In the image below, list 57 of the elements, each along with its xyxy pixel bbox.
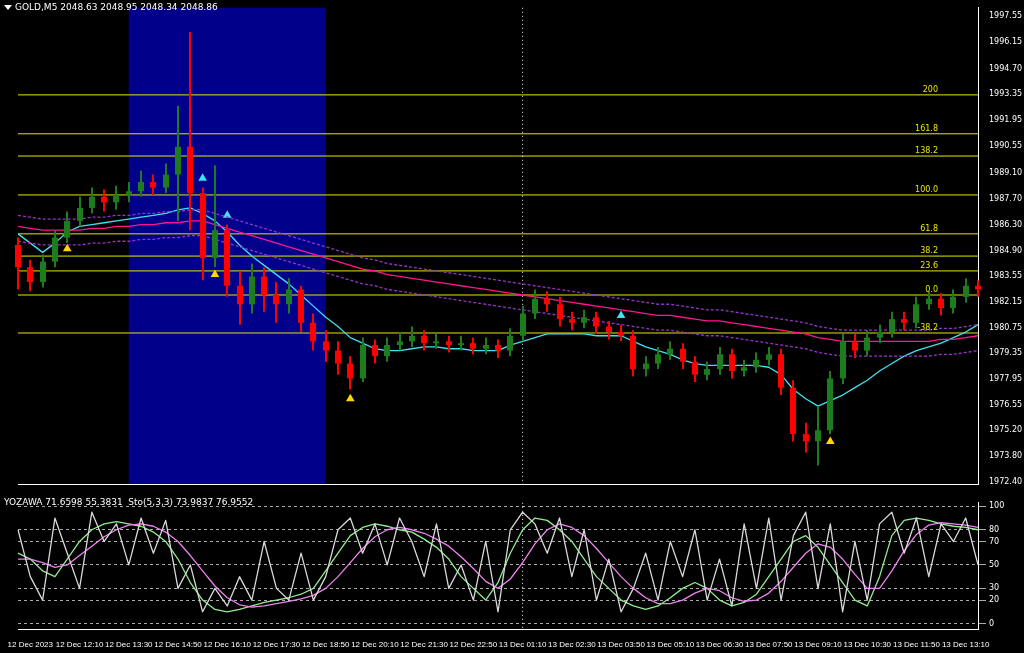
x-tick-label: 13 Dec 10:30 [843, 640, 892, 650]
y-tick-label: 30 [989, 583, 1000, 593]
chart-title: YOZAWA 71.6598 55.3831 Sto(5,3,3) 73.9837 76.9552 [4, 497, 254, 507]
y-tick-label: 1984.90 [989, 245, 1023, 255]
y-tick-label: 1977.95 [989, 374, 1023, 384]
annotation: 100.0 [915, 184, 938, 194]
x-tick-label: 13 Dec 07:50 [744, 640, 794, 650]
y-tick-label: 1982.15 [989, 296, 1023, 306]
x-tick-label: 13 Dec 13:10 [941, 640, 991, 650]
x-tick-label: 13 Dec 11:50 [892, 640, 941, 650]
annotation: 0.0 [925, 285, 938, 294]
y-tick-label: 1986.30 [989, 219, 1023, 229]
x-tick-label: 12 Dec 20:10 [351, 640, 400, 650]
y-tick-label: 1973.80 [989, 451, 1023, 461]
x-tick-label: 13 Dec 01:10 [498, 640, 547, 650]
x-tick-label: 13 Dec 03:50 [597, 640, 646, 650]
annotation: 200 [922, 84, 938, 94]
annotation: -38.2 [917, 322, 938, 332]
y-tick-label: 1979.35 [989, 348, 1023, 358]
x-tick-label: 13 Dec 05:10 [646, 640, 695, 650]
y-tick-label: 1972.40 [989, 477, 1023, 487]
x-tick-label: 13 Dec 02:30 [548, 640, 597, 650]
y-tick-label: 1996.15 [989, 37, 1023, 47]
annotation: 138.2 [915, 146, 938, 156]
chart-title: GOLD,M5 2048.63 2048.95 2048.34 2048.86 [15, 2, 218, 12]
annotation: 61.8 [920, 223, 938, 233]
y-tick-label: 80 [989, 524, 1000, 534]
y-tick-label: 100 [989, 501, 1005, 511]
y-tick-label: 20 [989, 595, 1000, 605]
x-tick-label: 12 Dec 12:10 [55, 640, 104, 650]
annotation: 161.8 [915, 123, 938, 133]
x-tick-label: 12 Dec 17:30 [252, 640, 301, 650]
y-tick-label: 1990.55 [989, 140, 1023, 150]
y-tick-label: 1991.95 [989, 114, 1023, 124]
x-tick-label: 12 Dec 2023 [7, 640, 54, 650]
y-tick-label: 1983.55 [989, 270, 1023, 280]
y-tick-label: 1997.55 [989, 11, 1023, 21]
y-tick-label: 1993.35 [989, 89, 1023, 99]
y-tick-label: 50 [989, 560, 1000, 570]
x-tick-label: 12 Dec 18:50 [301, 640, 351, 650]
y-tick-label: 70 [989, 536, 1000, 546]
x-tick-label: 12 Dec 22:50 [449, 640, 498, 650]
x-tick-label: 13 Dec 06:30 [695, 640, 744, 650]
y-tick-label: 1987.70 [989, 193, 1023, 203]
x-tick-label: 12 Dec 14:50 [154, 640, 203, 650]
annotation: 38.2 [920, 246, 938, 256]
y-tick-label: 1980.75 [989, 322, 1023, 332]
x-tick-label: 12 Dec 13:30 [104, 640, 154, 650]
y-tick-label: 1975.20 [989, 425, 1023, 435]
x-tick-label: 13 Dec 09:10 [794, 640, 843, 650]
y-tick-label: 1976.55 [989, 400, 1023, 410]
y-tick-label: 0 [989, 618, 995, 628]
x-tick-label: 12 Dec 16:10 [203, 640, 252, 650]
y-tick-label: 1994.70 [989, 64, 1023, 74]
y-tick-label: 1989.10 [989, 167, 1023, 177]
annotation: 23.6 [920, 260, 938, 270]
x-tick-label: 12 Dec 21:30 [400, 640, 449, 650]
